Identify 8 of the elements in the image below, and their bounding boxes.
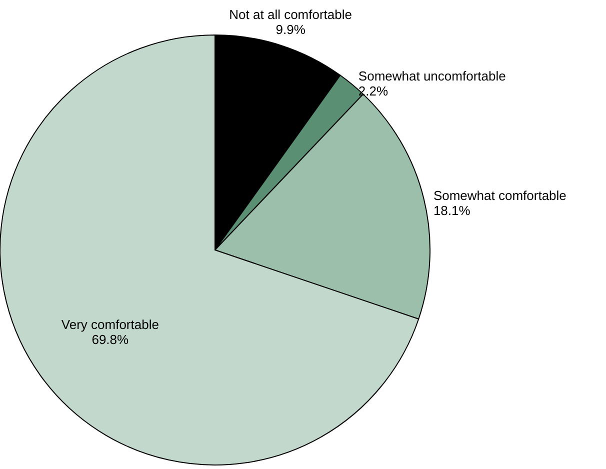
data-label: 9.9% (276, 22, 306, 37)
slice-label: Somewhat comfortable (433, 188, 566, 204)
data-label: 2.2% (358, 84, 388, 99)
slice-label: Somewhat uncomfortable (358, 68, 506, 84)
data-label: 69.8% (92, 332, 130, 348)
slice-label: Not at all comfortable (229, 6, 352, 22)
slice-label: Very comfortable (61, 317, 159, 332)
data-label: 18.1% (433, 203, 471, 218)
